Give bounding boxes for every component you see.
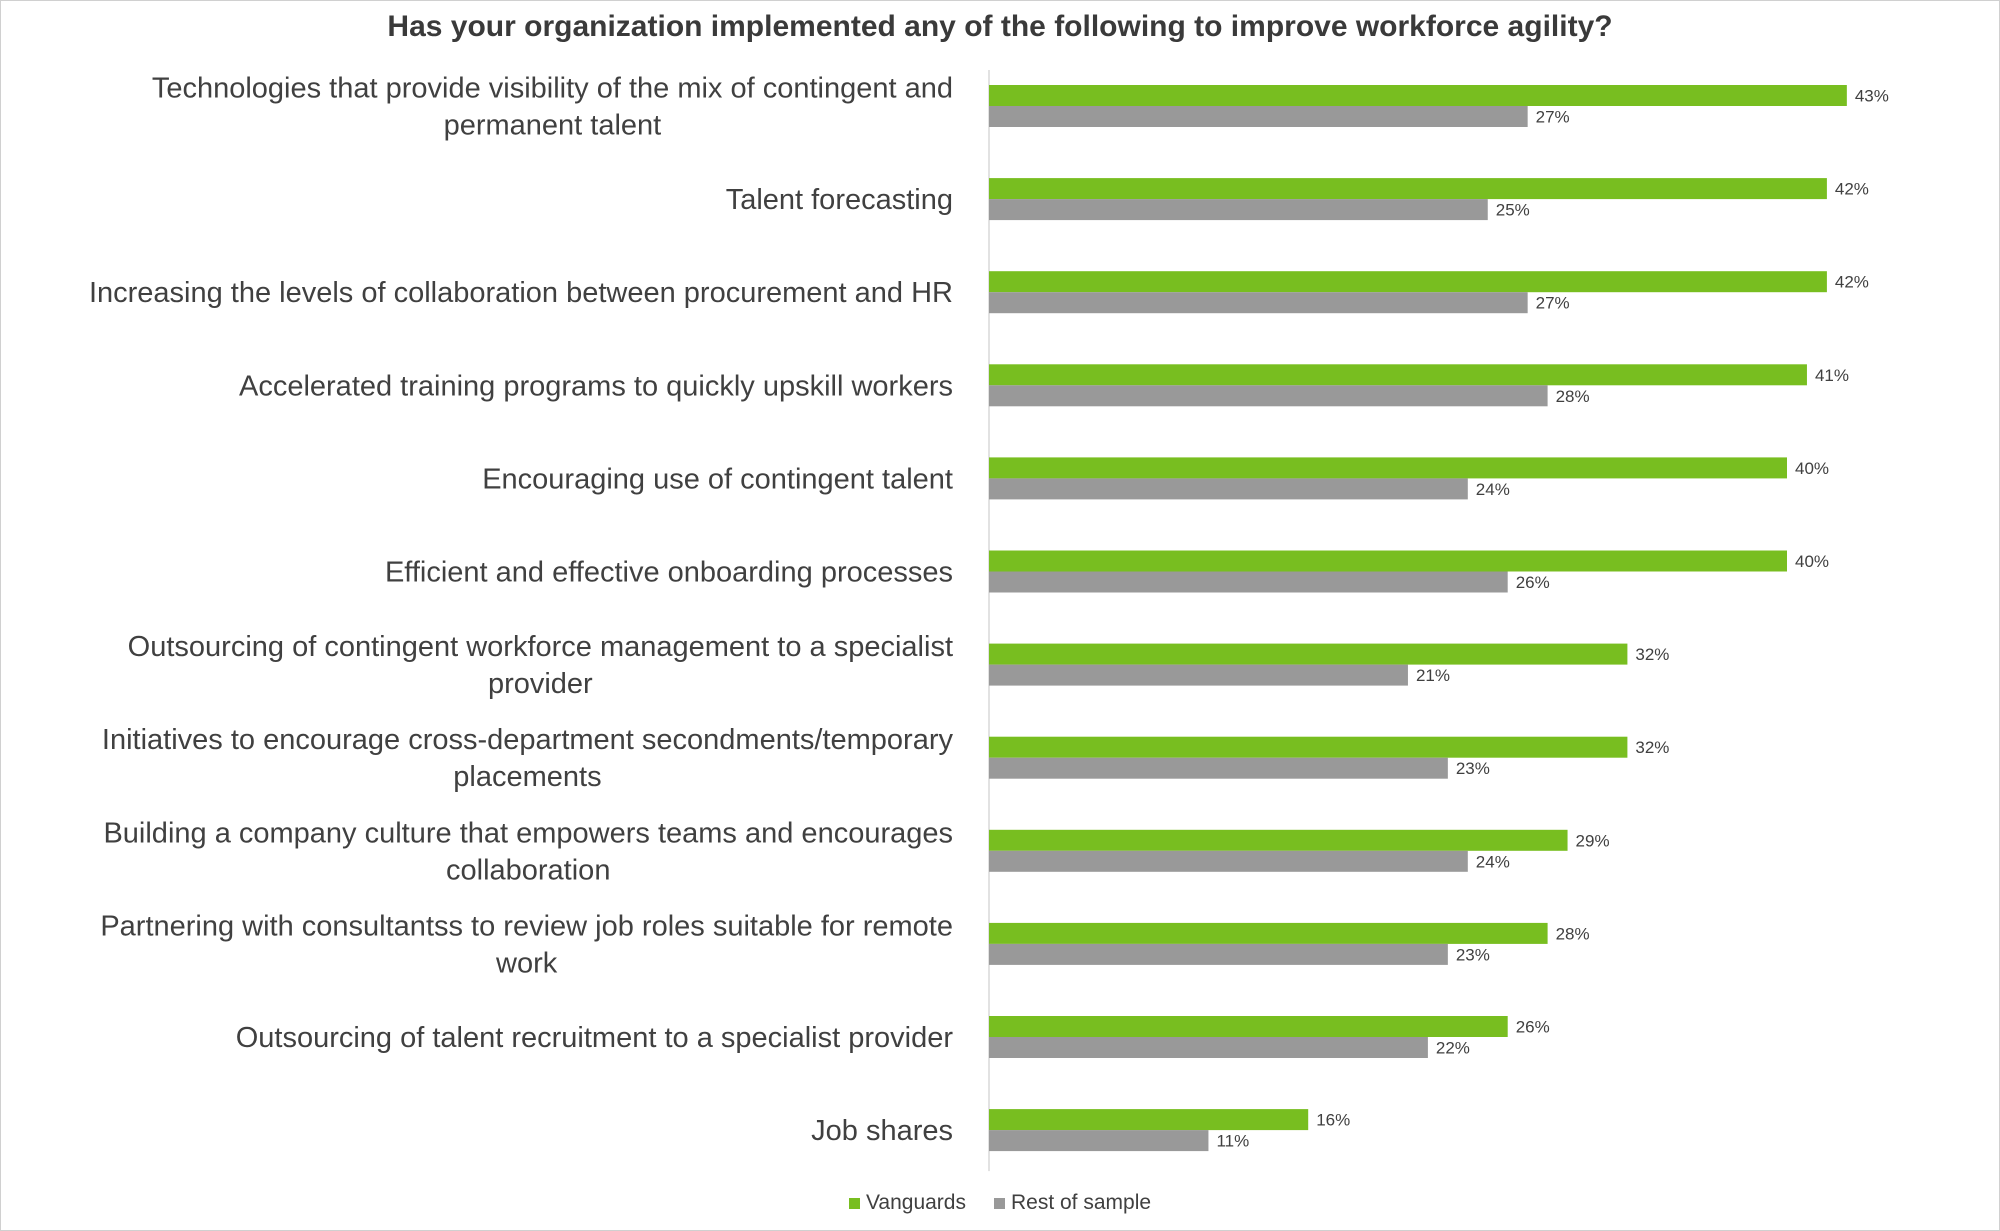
category-label: Outsourcing of talent recruitment to a s… — [236, 1022, 954, 1054]
category-label: Initiatives to encourage cross-departmen… — [102, 724, 954, 756]
data-label: 42% — [1835, 273, 1869, 292]
data-label: 24% — [1476, 852, 1510, 871]
category-label: Increasing the levels of collaboration b… — [89, 277, 953, 309]
data-label: 25% — [1496, 201, 1530, 220]
legend: Vanguards Rest of sample — [0, 1191, 2000, 1215]
bar-vanguards — [989, 643, 1628, 665]
data-label: 32% — [1635, 645, 1669, 664]
category-label: Encouraging use of contingent talent — [482, 463, 953, 495]
category-label: Job shares — [811, 1115, 953, 1147]
category-label: Outsourcing of contingent workforce mana… — [128, 631, 953, 663]
bar-rest-of-sample — [989, 1037, 1428, 1058]
data-label: 28% — [1556, 924, 1590, 943]
data-label: 43% — [1855, 87, 1889, 106]
bar-rest-of-sample — [989, 199, 1488, 221]
category-label: Building a company culture that empowers… — [103, 817, 953, 849]
bar-vanguards — [989, 1016, 1508, 1037]
category-label: placements — [453, 761, 601, 793]
legend-label-rest-of-sample: Rest of sample — [1010, 1191, 1152, 1214]
bar-vanguards — [989, 550, 1787, 572]
legend-item-vanguards: Vanguards — [848, 1191, 966, 1215]
chart-title: Has your organization implemented any of… — [387, 10, 1613, 43]
bar-vanguards — [989, 922, 1548, 944]
bar-rest-of-sample — [989, 478, 1468, 500]
data-label: 11% — [1216, 1132, 1249, 1151]
bar-rest-of-sample — [989, 1130, 1209, 1152]
data-label: 16% — [1316, 1111, 1350, 1130]
category-label: permanent talent — [444, 110, 662, 142]
data-label: 29% — [1576, 831, 1610, 850]
data-label: 23% — [1456, 945, 1490, 964]
legend-swatch-vanguards — [848, 1197, 860, 1209]
data-label: 42% — [1835, 180, 1869, 199]
bar-vanguards — [989, 829, 1568, 851]
category-label: Partnering with consultantss to review j… — [100, 910, 953, 942]
data-label: 27% — [1536, 294, 1570, 313]
bar-rest-of-sample — [989, 292, 1528, 314]
data-label: 21% — [1416, 666, 1450, 685]
bar-rest-of-sample — [989, 385, 1548, 407]
bar-rest-of-sample — [989, 850, 1468, 872]
bar-rest-of-sample — [989, 664, 1408, 686]
data-label: 26% — [1516, 1018, 1550, 1037]
category-label: work — [495, 947, 558, 979]
data-label: 27% — [1536, 108, 1570, 127]
data-label: 41% — [1815, 366, 1849, 385]
bar-vanguards — [989, 736, 1628, 758]
bar-rest-of-sample — [989, 106, 1528, 127]
category-label: provider — [488, 668, 593, 700]
legend-swatch-rest-of-sample — [993, 1197, 1005, 1209]
data-label: 32% — [1635, 738, 1669, 757]
legend-label-vanguards: Vanguards — [865, 1191, 966, 1214]
bar-vanguards — [989, 271, 1827, 293]
bar-vanguards — [989, 1109, 1309, 1131]
legend-item-rest-of-sample: Rest of sample — [993, 1191, 1152, 1215]
bar-rest-of-sample — [989, 943, 1448, 965]
bar-rest-of-sample — [989, 571, 1508, 593]
data-label: 26% — [1516, 573, 1550, 592]
bar-vanguards — [989, 178, 1827, 200]
data-label: 40% — [1795, 459, 1829, 478]
category-label: collaboration — [446, 854, 610, 886]
bar-vanguards — [989, 457, 1787, 479]
bar-rest-of-sample — [989, 757, 1448, 779]
category-label: Talent forecasting — [726, 184, 953, 216]
data-label: 22% — [1436, 1039, 1470, 1058]
category-label: Technologies that provide visibility of … — [152, 73, 953, 105]
category-label: Accelerated training programs to quickly… — [239, 370, 953, 402]
bar-vanguards — [989, 364, 1807, 386]
data-label: 24% — [1476, 480, 1510, 499]
bar-vanguards — [989, 85, 1847, 106]
category-label: Efficient and effective onboarding proce… — [385, 557, 953, 589]
data-label: 23% — [1456, 759, 1490, 778]
data-label: 40% — [1795, 552, 1829, 571]
data-label: 28% — [1556, 387, 1590, 406]
